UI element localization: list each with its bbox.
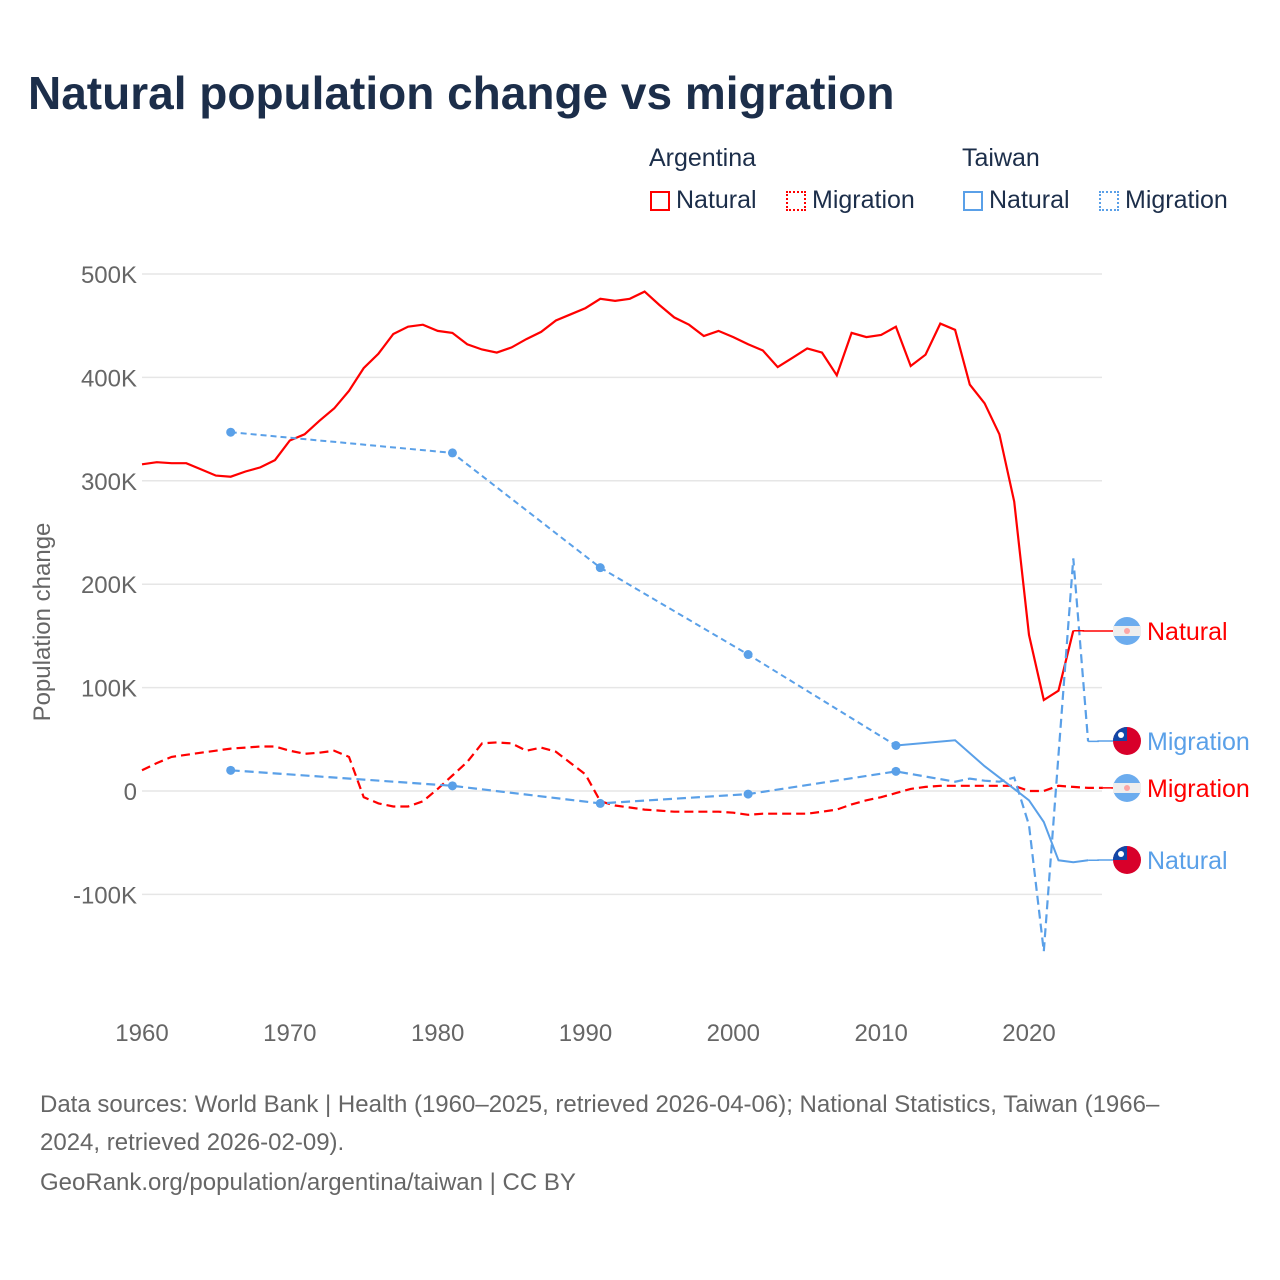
taiwan-migration-end-label: Migration [1147,728,1250,756]
argentina-natural-end-label: Natural [1147,618,1228,646]
flag-sun [1124,785,1130,791]
y-tick-label: 0 [124,779,137,806]
dotted-swatch-icon [1099,190,1119,211]
argentina-flag-icon [1113,617,1141,645]
y-tick-label: 100K [81,676,137,703]
y-tick-label: 300K [81,469,137,496]
taiwan-migration-point [595,798,605,808]
taiwan-natural-point [226,427,236,437]
taiwan-natural-point [595,563,605,573]
taiwan-natural-line [895,739,1089,864]
y-tick-label: 200K [81,572,137,599]
x-tick-label: 1990 [559,1020,612,1047]
flag-sun [1118,851,1124,857]
taiwan-natural-line-sparse [230,431,897,747]
taiwan-flag-icon [1113,846,1141,874]
x-tick-label: 2000 [707,1020,760,1047]
x-tick-label: 1970 [263,1020,316,1047]
taiwan-migration-point [891,766,901,776]
taiwan-migration-point [226,765,236,775]
dotted-swatch-icon [786,190,806,211]
y-tick-label: 500K [81,262,137,289]
x-tick-label: 2010 [854,1020,907,1047]
legend-argentina-natural[interactable]: Natural [650,186,757,215]
argentina-migration-line [141,741,1103,816]
legend-label: Natural [989,186,1070,214]
taiwan-natural-point [891,741,901,751]
solid-swatch-icon [963,190,983,211]
legend-taiwan-natural[interactable]: Natural [963,186,1070,215]
taiwan-flag-icon [1113,727,1141,755]
legend-label: Migration [812,186,915,214]
legend-label: Natural [676,186,757,214]
flag-sun [1118,732,1124,738]
source-line-2: 2024, retrieved 2026-02-09). [40,1129,345,1156]
taiwan-natural-end-label: Natural [1147,847,1228,875]
chart-title: Natural population change vs migration [28,67,895,119]
y-tick-label: -100K [73,882,137,909]
argentina-natural-line [141,290,1075,702]
argentina-migration-end-label: Migration [1147,775,1250,803]
legend-taiwan-migration[interactable]: Migration [1099,186,1228,215]
taiwan-migration-point [743,789,753,799]
source-link[interactable]: GeoRank.org/population/argentina/taiwan … [40,1169,576,1196]
solid-swatch-icon [650,190,670,211]
taiwan-natural-point [447,448,457,458]
taiwan-migration-point [447,781,457,791]
y-tick-label: 400K [81,365,137,392]
x-tick-label: 2020 [1002,1020,1055,1047]
taiwan-natural-point [743,650,753,660]
taiwan-migration-line [230,558,1090,952]
x-tick-label: 1980 [411,1020,464,1047]
source-line-1: Data sources: World Bank | Health (1960–… [40,1091,1160,1118]
argentina-flag-icon [1113,774,1141,802]
legend-group-taiwan: Taiwan [962,144,1040,172]
x-tick-label: 1960 [115,1020,168,1047]
legend-group-argentina: Argentina [649,144,757,172]
y-axis-label: Population change [29,523,56,722]
legend-argentina-migration[interactable]: Migration [786,186,915,215]
legend-label: Migration [1125,186,1228,214]
flag-sun [1124,628,1130,634]
